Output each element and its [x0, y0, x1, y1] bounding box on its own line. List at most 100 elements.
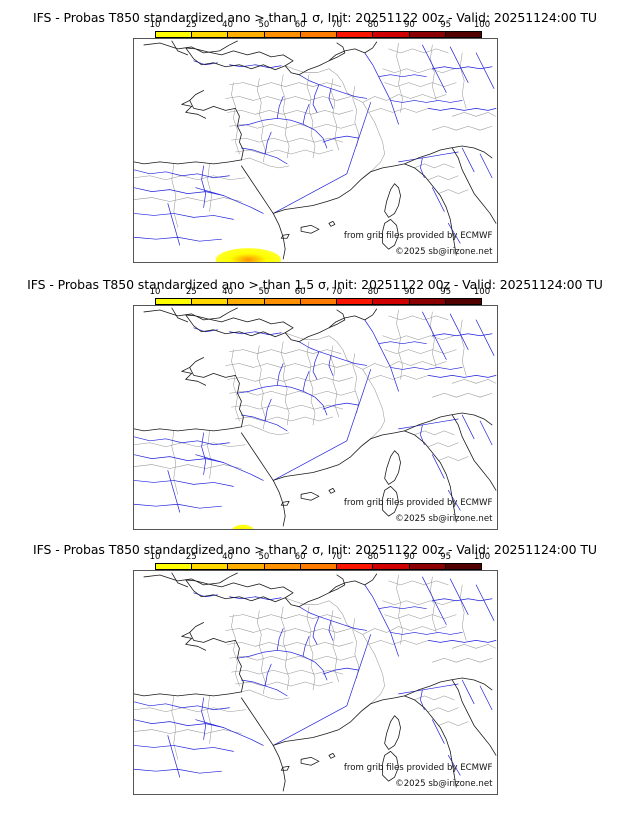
map-line [447, 754, 461, 776]
map-line [200, 697, 206, 740]
map-line [133, 175, 246, 181]
map-line [188, 357, 236, 378]
map-line [306, 606, 315, 691]
map-line [397, 683, 459, 695]
map-line [459, 319, 466, 376]
map-line [180, 367, 206, 386]
anomaly-overlay [215, 248, 281, 262]
map-canvas[interactable]: from grib files provided by ECMWF ©2025 … [132, 38, 498, 263]
map-line [194, 719, 264, 746]
map-line [437, 456, 468, 461]
map-line [328, 487, 335, 494]
map-line [133, 187, 224, 196]
map-line [298, 74, 367, 99]
map-line [236, 117, 327, 149]
map-line [272, 634, 371, 746]
map-line [403, 145, 492, 165]
map-line [403, 695, 457, 788]
map-line [276, 363, 284, 386]
colorbar-tick-70: 70 [331, 20, 343, 30]
map-line [228, 64, 282, 69]
map-line [298, 606, 367, 631]
map-line [431, 392, 492, 398]
colorbar-tick-95: 95 [440, 20, 452, 30]
map-line [284, 309, 345, 343]
map-line [302, 104, 309, 125]
forecast-panel-2-sigma: IFS - Probas T850 standardized ano > tha… [0, 532, 630, 795]
map-line [381, 750, 399, 782]
map-line [194, 187, 264, 214]
colorbar-segment-8 [445, 564, 481, 569]
map-line [328, 41, 377, 62]
map-line [280, 341, 289, 426]
map-line [284, 574, 345, 608]
map-line [479, 420, 492, 446]
map-line [234, 639, 244, 693]
map-line [361, 361, 447, 370]
map-line [427, 175, 458, 181]
map-line [451, 414, 496, 491]
map-line [383, 450, 401, 485]
map-line [170, 572, 188, 588]
map-line [228, 123, 355, 129]
map-line [133, 701, 230, 711]
map-line [363, 319, 399, 392]
colorbar-segment-5 [337, 32, 374, 37]
map-line [328, 308, 377, 329]
map-line [387, 315, 449, 321]
map-line [300, 756, 319, 766]
anomaly-overlay [231, 524, 254, 529]
map-line [133, 159, 242, 165]
map-line [133, 454, 224, 463]
colorbar-tick-80: 80 [367, 552, 379, 562]
colorbar-segment-8 [445, 299, 481, 304]
map-line [171, 695, 178, 760]
map-line [228, 596, 282, 601]
map-line [381, 68, 455, 73]
map-line [264, 131, 272, 155]
colorbar-segment-7 [409, 564, 446, 569]
map-line [240, 697, 286, 792]
colorbar-segment-0 [156, 564, 193, 569]
map-line [133, 442, 246, 448]
map-line [228, 390, 355, 396]
map-canvas[interactable]: from grib files provided by ECMWF ©2025 … [132, 570, 498, 795]
colorbar-tick-25: 25 [185, 20, 197, 30]
map-line [194, 454, 264, 481]
map-line [298, 341, 367, 366]
map-line [459, 584, 466, 641]
colorbar-segment-7 [409, 299, 446, 304]
map-line [228, 82, 341, 87]
map-line [280, 765, 290, 771]
map-line [461, 679, 474, 705]
map-line [328, 220, 335, 227]
map-line [419, 157, 425, 179]
map-line [431, 598, 492, 602]
colorbar-segment-3 [264, 564, 301, 569]
map-line [234, 416, 333, 422]
map-line [133, 213, 234, 220]
map-line [312, 351, 319, 380]
map-line [427, 707, 458, 713]
map-line [431, 125, 492, 131]
map-canvas[interactable]: from grib files provided by ECMWF ©2025 … [132, 305, 498, 530]
map-line [395, 309, 403, 380]
map-line [387, 580, 449, 586]
map-line [234, 374, 244, 428]
map-line [230, 669, 343, 675]
map-line [224, 96, 351, 101]
colorbar-segment-2 [228, 564, 265, 569]
colorbar-segment-4 [300, 564, 338, 569]
map-line [171, 163, 178, 228]
map-line [397, 418, 459, 430]
colorbar-tick-90: 90 [403, 552, 415, 562]
map-line [226, 377, 353, 382]
basemap-layer [133, 572, 496, 792]
colorbar-segment-6 [373, 564, 410, 569]
map-line [300, 491, 319, 501]
map-line [133, 729, 242, 734]
copyright-attribution: ©2025 sb@irizone.net [395, 514, 493, 524]
forecast-panel-1-sigma: IFS - Probas T850 standardized ano > tha… [0, 0, 630, 263]
map-line [234, 149, 333, 155]
map-line [461, 414, 474, 440]
